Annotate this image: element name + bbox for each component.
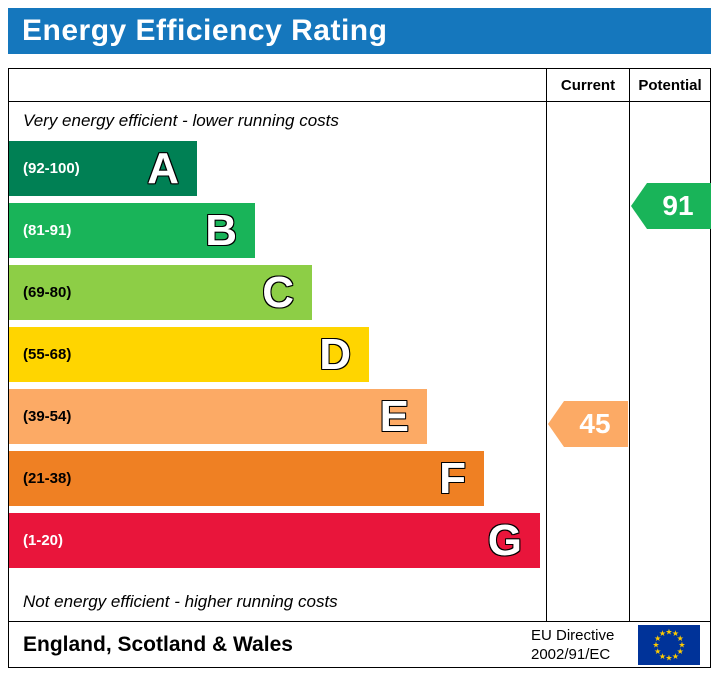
band-c-range: (69-80) [23,284,72,301]
band-d-letter: D [319,329,351,379]
band-e: (39-54) E [9,389,427,444]
footer: England, Scotland & Wales EU Directive 2… [9,622,710,668]
svg-text:★: ★ [678,641,685,650]
potential-rating-value: 91 [662,190,694,221]
potential-rating-arrow: 91 [631,183,711,229]
band-d: (55-68) D [9,327,369,382]
header-divider [9,101,710,102]
band-a: (92-100) A [9,141,197,196]
eu-directive-line1: EU Directive [531,627,615,644]
svg-text:★: ★ [665,654,672,663]
svg-text:★: ★ [672,652,679,661]
band-g-letter: G [487,515,522,565]
band-e-letter: E [379,391,409,441]
svg-text:★: ★ [659,629,666,638]
top-note: Very energy efficient - lower running co… [23,111,339,130]
band-f: (21-38) F [9,451,484,506]
band-g-range: (1-20) [23,532,64,549]
svg-text:★: ★ [659,652,666,661]
rating-chart: Current Potential Very energy efficient … [8,68,711,668]
band-b: (81-91) B [9,203,255,258]
svg-text:★: ★ [652,641,659,650]
region-label: England, Scotland & Wales [23,633,293,656]
column-header-current: Current [560,76,616,94]
band-f-letter: F [439,453,466,503]
band-g: (1-20) G [9,513,540,568]
band-b-letter: B [205,205,237,255]
svg-text:★: ★ [677,634,684,643]
band-d-range: (55-68) [23,346,72,363]
bottom-note: Not energy efficient - higher running co… [23,592,338,611]
current-rating-value: 45 [579,408,611,439]
eu-flag-stars: ★ ★ ★ ★ ★ ★ ★ ★ ★ ★ ★ ★ [652,628,685,663]
page-title: Energy Efficiency Rating [22,14,388,47]
band-b-range: (81-91) [23,222,72,239]
title-banner: Energy Efficiency Rating [8,8,711,54]
column-header-potential: Potential [638,76,702,94]
footer-divider [9,621,710,622]
current-rating-arrow: 45 [548,401,628,447]
current-column-divider [546,69,547,621]
eu-directive-label: EU Directive 2002/91/EC [531,626,614,664]
svg-text:★: ★ [672,629,679,638]
svg-text:★: ★ [677,647,684,656]
band-a-range: (92-100) [23,160,80,177]
svg-text:★: ★ [665,628,672,637]
svg-text:★: ★ [654,647,661,656]
band-c-letter: C [262,267,294,317]
eu-directive-line2: 2002/91/EC [531,646,611,663]
band-a-letter: A [147,143,179,193]
svg-text:★: ★ [654,634,661,643]
band-e-range: (39-54) [23,408,72,425]
eu-flag-icon: ★ ★ ★ ★ ★ ★ ★ ★ ★ ★ ★ ★ [638,625,700,665]
band-c: (69-80) C [9,265,312,320]
potential-column-divider [629,69,630,621]
eu-flag-field [638,625,700,665]
band-f-range: (21-38) [23,470,72,487]
